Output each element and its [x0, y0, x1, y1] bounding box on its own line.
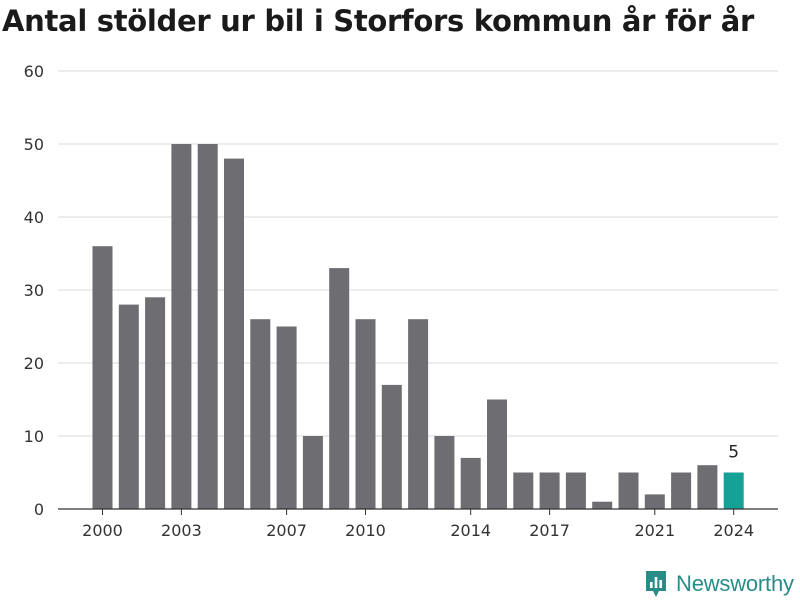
x-tick-label: 2007: [266, 521, 307, 540]
bar: [224, 158, 244, 509]
bar: [697, 465, 718, 509]
x-tick-label: 2024: [713, 521, 754, 540]
y-tick-label: 50: [24, 135, 44, 154]
bar: [460, 457, 481, 509]
y-axis-ticks: 0 10 20 30 40 50 60: [24, 62, 44, 519]
bar: [250, 319, 271, 509]
bars: [92, 144, 744, 509]
data-labels: 5: [728, 443, 739, 463]
x-tick-label: 2010: [345, 521, 386, 540]
bar: [592, 501, 613, 509]
bar: [92, 246, 113, 509]
bar: [118, 304, 139, 509]
bar: [197, 144, 218, 509]
x-tick-label: 2003: [161, 521, 202, 540]
x-tick-label: 2014: [450, 521, 491, 540]
bar: [487, 399, 507, 509]
newsworthy-logo-icon: [646, 571, 666, 597]
x-tick-label: 2000: [82, 521, 123, 540]
y-tick-label: 40: [24, 208, 44, 227]
bar: [565, 472, 586, 509]
bar: [171, 144, 192, 509]
x-tick-label: 2017: [529, 521, 570, 540]
y-tick-label: 0: [34, 500, 44, 519]
data-label: 5: [728, 443, 739, 463]
bar: [329, 268, 350, 509]
brand-logo: Newsworthy: [644, 569, 794, 599]
x-tick-label: 2021: [634, 521, 675, 540]
chart-title: Antal stölder ur bil i Storfors kommun å…: [2, 4, 754, 38]
y-tick-label: 30: [24, 281, 44, 300]
y-tick-label: 60: [24, 62, 44, 81]
y-tick-label: 10: [24, 427, 44, 446]
bar: [539, 472, 560, 509]
bar: [434, 436, 455, 509]
y-tick-label: 20: [24, 354, 44, 373]
bar: [355, 319, 376, 509]
bar: [513, 472, 534, 509]
bar: [145, 297, 166, 509]
bar: [381, 384, 402, 509]
bar: [618, 472, 639, 509]
bar: [408, 319, 429, 509]
bar: [302, 436, 323, 509]
bar: [671, 472, 692, 509]
bar: [723, 472, 744, 509]
bar: [276, 326, 297, 509]
bar: [644, 494, 665, 509]
brand-name: Newsworthy: [676, 571, 794, 596]
x-axis: 2000 2003 2007 2010 2014 2017 2021 2024: [58, 508, 778, 540]
